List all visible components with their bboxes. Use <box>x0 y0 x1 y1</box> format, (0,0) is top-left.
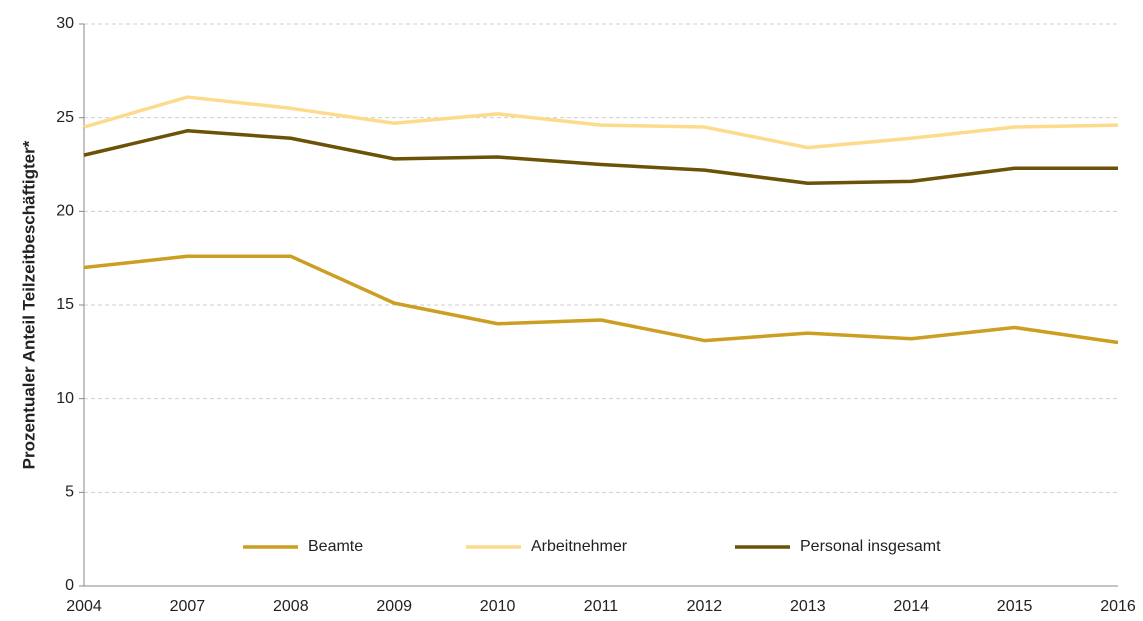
x-tick-label: 2012 <box>687 598 723 615</box>
legend-label: Beamte <box>308 538 363 555</box>
x-tick-label: 2010 <box>480 598 516 615</box>
y-tick-label: 25 <box>56 109 74 126</box>
x-tick-label: 2015 <box>997 598 1033 615</box>
x-tick-label: 2011 <box>584 598 619 615</box>
y-axis-label: Prozentualer Anteil Teilzeitbeschäftigte… <box>19 140 38 469</box>
x-tick-label: 2004 <box>66 598 102 615</box>
legend-label: Arbeitnehmer <box>531 538 628 555</box>
series-line <box>83 129 1118 185</box>
y-tick-label: 10 <box>56 390 74 407</box>
series-line <box>83 95 1119 150</box>
x-tick-label: 2016 <box>1100 598 1136 615</box>
y-tick-label: 15 <box>56 296 74 313</box>
series-line <box>83 254 1119 345</box>
y-tick-label: 5 <box>65 484 74 501</box>
y-tick-label: 30 <box>56 15 74 32</box>
x-tick-label: 2008 <box>273 598 309 615</box>
y-tick-label: 20 <box>56 203 74 220</box>
legend-label: Personal insgesamt <box>800 538 941 555</box>
y-tick-label: 0 <box>65 577 74 594</box>
x-tick-label: 2013 <box>790 598 826 615</box>
x-tick-label: 2007 <box>170 598 206 615</box>
x-tick-label: 2009 <box>376 598 412 615</box>
x-tick-label: 2014 <box>893 598 929 615</box>
